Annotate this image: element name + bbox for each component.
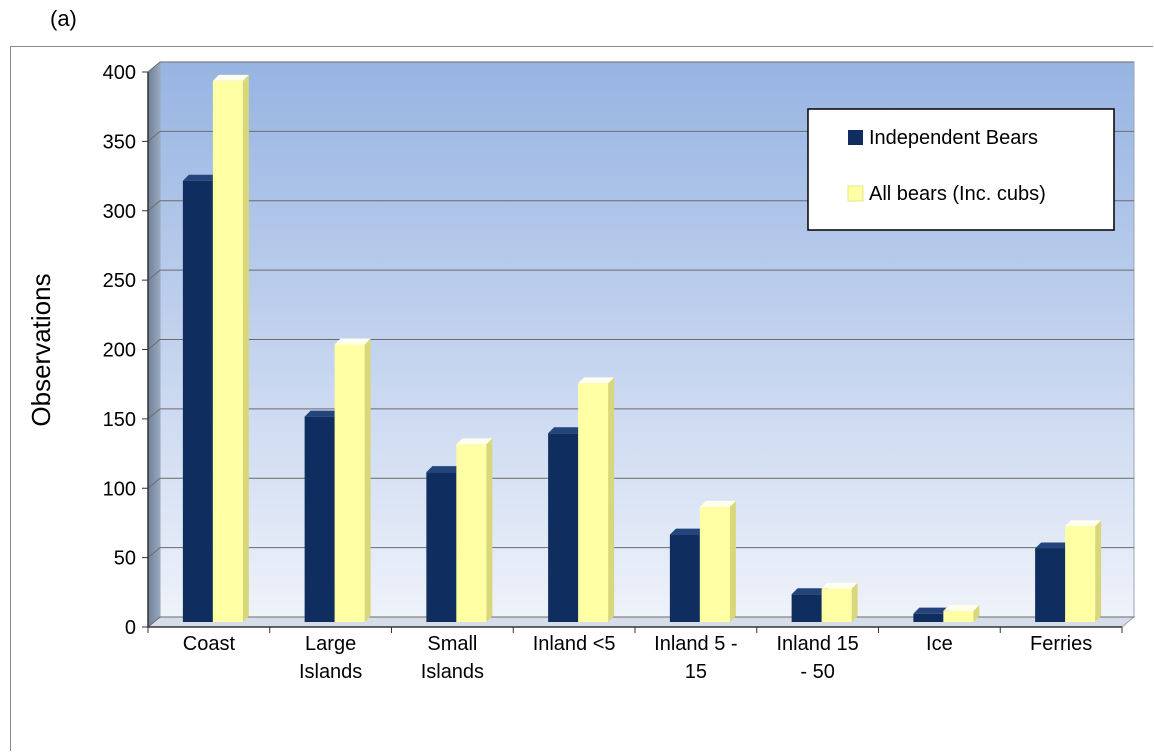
legend-label: Independent Bears [869, 127, 1038, 149]
legend-label: All bears (Inc. cubs) [869, 183, 1046, 205]
y-tick-label: 300 [103, 201, 136, 223]
bar-independent-bears [791, 594, 822, 622]
x-category-label: Small Islands [421, 633, 484, 683]
floor [146, 616, 1136, 628]
x-category-label: Inland 15 - 50 [776, 633, 858, 683]
bar-top [821, 582, 858, 589]
x-category-label-line: Inland 5 - [654, 633, 737, 655]
panel-label: (a) [50, 6, 77, 31]
bar-top [669, 528, 706, 535]
x-category-label: Large Islands [299, 633, 362, 683]
y-tick-label: 0 [125, 617, 136, 639]
x-category-label: Inland <5 [533, 633, 616, 655]
gridline-wall [147, 339, 161, 350]
bar-side [486, 438, 493, 622]
bar-top [334, 338, 371, 345]
bar-top [699, 500, 736, 507]
bar-side [1095, 520, 1102, 622]
bar-side [851, 582, 858, 622]
bar-all-bears [578, 383, 609, 622]
x-category-label-line: Ice [926, 633, 953, 655]
x-category-label-line: 15 [685, 661, 707, 683]
x-category-label-line: Inland <5 [533, 633, 616, 655]
y-tick-label: 50 [114, 548, 136, 570]
bar-independent-bears [1035, 548, 1066, 622]
bar-top [791, 588, 828, 595]
bar-top [426, 466, 463, 473]
bar-top [913, 607, 950, 614]
gridline-wall [147, 547, 161, 559]
x-category-labels: Coast Large Islands Small Islands Inland <5 In… [183, 633, 1092, 683]
y-tick-label: 400 [103, 62, 136, 84]
bar-independent-bears [669, 534, 700, 622]
x-category-label: Ice [926, 633, 953, 655]
bar-top [1065, 520, 1102, 527]
legend-swatch [848, 130, 863, 145]
bar-independent-bears [304, 416, 335, 622]
bar-independent-bears [913, 613, 944, 622]
bar-top [578, 377, 615, 384]
bar-independent-bears [548, 433, 579, 622]
bar-side [242, 74, 249, 622]
x-category-label: Coast [183, 633, 236, 655]
x-category-label-line: Ferries [1030, 633, 1092, 655]
gridline-wall [147, 130, 161, 142]
bar-all-bears [943, 610, 974, 622]
chart-frame [10, 46, 1153, 751]
x-category-label-line: Islands [299, 661, 362, 683]
y-tick-label: 350 [103, 131, 136, 153]
bar-all-bears [699, 506, 730, 622]
x-category-label-line: Islands [421, 661, 484, 683]
y-tick-label: 150 [103, 409, 136, 431]
x-category-label-line: Inland 15 [776, 633, 858, 655]
gridline-wall [147, 61, 161, 73]
bar-top [456, 438, 493, 445]
bar-side [364, 338, 371, 622]
bar-top [182, 174, 219, 181]
bar-top [304, 410, 341, 417]
x-category-label-line: Large [305, 633, 356, 655]
gridline-wall [147, 200, 161, 212]
y-tick-label: 100 [103, 478, 136, 500]
y-tick-label: 200 [103, 340, 136, 362]
x-category-label-line: Small [427, 633, 477, 655]
legend-swatch [847, 185, 864, 202]
bar-independent-bears [426, 472, 457, 622]
bar-all-bears [334, 344, 365, 622]
gridline-wall [147, 616, 161, 628]
bar-all-bears [821, 588, 852, 622]
gridline-wall [147, 477, 161, 489]
x-category-label: Ferries [1030, 633, 1092, 655]
bar-all-bears [1065, 526, 1096, 622]
x-category-label-line: - 50 [800, 661, 834, 683]
bar-top [1035, 542, 1072, 549]
x-category-label: Inland 5 - 15 [654, 633, 737, 683]
bar-all-bears [212, 80, 243, 622]
bar-all-bears [456, 444, 487, 622]
legend: Independent Bears All bears (Inc. cubs) [807, 108, 1115, 231]
bar-independent-bears [182, 180, 213, 622]
y-axis-title: Observations [26, 273, 56, 426]
y-tick-labels: 0 50 100 150 200 250 300 350 400 [103, 62, 136, 639]
bar-top [212, 74, 249, 81]
y-tick-label: 250 [103, 270, 136, 292]
bar-side [608, 377, 615, 622]
bar-side [973, 604, 980, 622]
gridline-wall [147, 408, 161, 420]
axes [142, 71, 1123, 633]
legend-box [807, 108, 1115, 231]
bar-side [729, 500, 736, 622]
bars [182, 74, 1102, 622]
bar-top [943, 604, 980, 611]
gridline-wall [147, 269, 161, 281]
x-category-label-line: Coast [183, 633, 236, 655]
bar-top [548, 427, 585, 434]
